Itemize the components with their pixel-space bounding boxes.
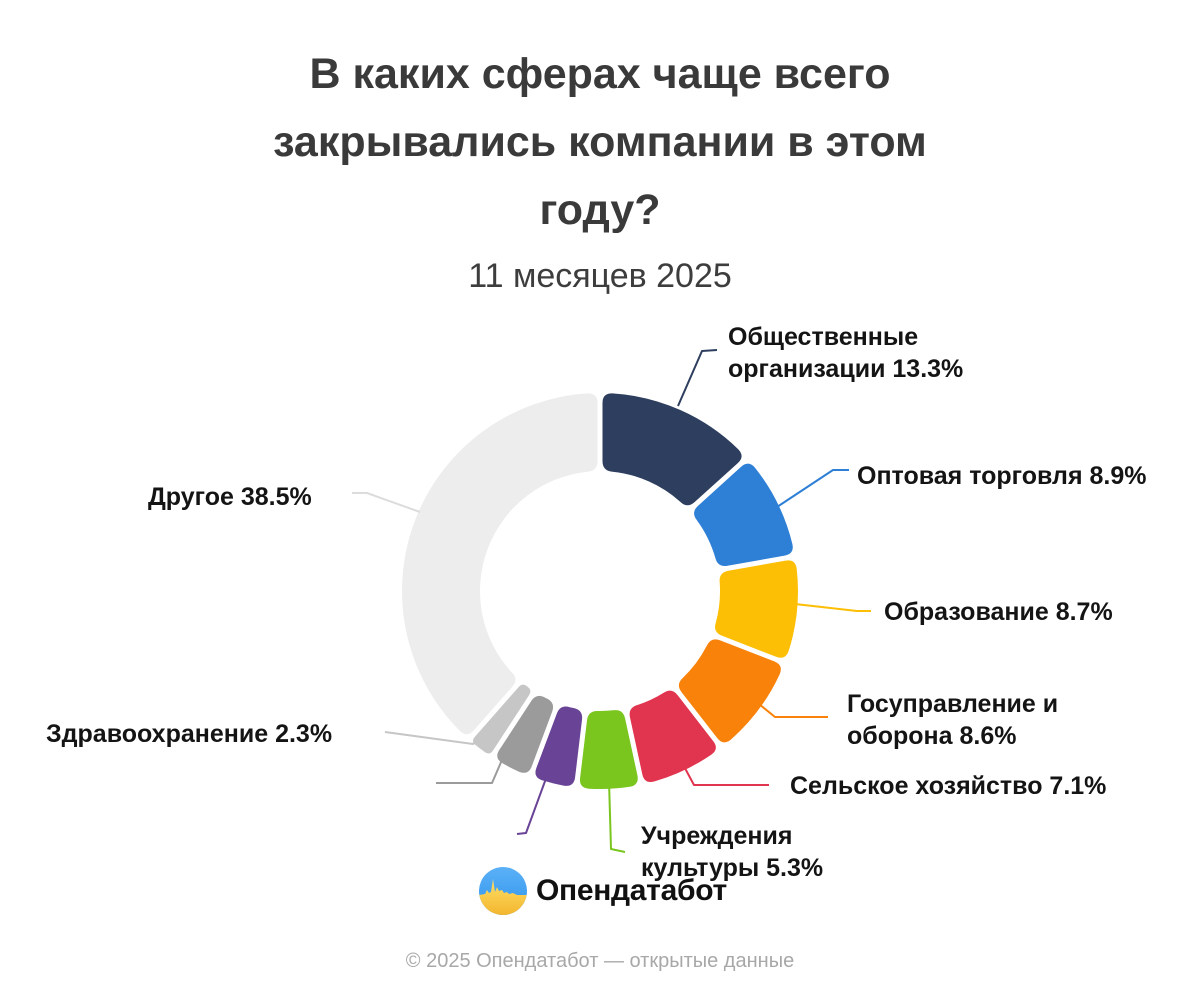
slice-label-line: оборона 8.6%	[847, 722, 1017, 750]
slice-label-other: Другое 38.5%	[148, 483, 312, 511]
slice-label-line: Общественные	[728, 323, 919, 351]
copyright-footer: © 2025 Опендатабот — открытые данные	[405, 950, 795, 972]
donut-slice-2	[715, 560, 798, 658]
donut-slice-5	[579, 710, 638, 790]
donut-slice-9	[402, 393, 598, 735]
leader-line-6	[516, 772, 549, 835]
slice-label-line: Госуправление и	[847, 690, 1059, 718]
leader-line-4	[678, 756, 769, 786]
donut-slice-7	[497, 695, 554, 773]
slice-label-line: организации 13.3%	[728, 355, 964, 383]
opendatabot-wordmark: Опендатабот	[536, 874, 727, 907]
slice-label-wholesale-trade: Оптовая торговля 8.9%	[857, 462, 1147, 490]
page-title-text: В каких сферах чаще всего закрывались ко…	[273, 50, 927, 234]
leader-line-1	[776, 469, 849, 508]
leader-line-7	[436, 752, 506, 784]
page-title: В каких сферах чаще всего закрывались ко…	[0, 40, 1200, 244]
slice-label-line: Учреждения	[641, 822, 793, 850]
slice-label-education: Образование 8.7%	[884, 598, 1113, 626]
slice-label-culture-institutions: Учреждения культуры 5.3%	[641, 820, 823, 884]
leader-line-2	[794, 603, 871, 612]
opendatabot-icon	[479, 867, 527, 915]
slice-label-agriculture: Сельское хозяйство 7.1%	[790, 772, 1107, 800]
leader-line-3	[758, 703, 828, 718]
opendatabot-logo: Опендатабот	[479, 867, 727, 915]
slice-label-line: культуры 5.3%	[641, 854, 824, 882]
leader-line-9	[352, 492, 421, 513]
slice-label-healthcare: Здравоохранение 2.3%	[46, 720, 333, 748]
leader-line-8	[384, 731, 483, 745]
donut-slice-6	[535, 706, 583, 786]
donut-slice-3	[678, 639, 781, 743]
donut-slice-0	[602, 393, 742, 506]
page-subtitle: 11 месяцев 2025	[468, 257, 732, 295]
donut-slice-1	[694, 463, 793, 567]
slice-label-public-organizations: Общественные организации 13.3%	[728, 321, 963, 385]
leader-line-0	[677, 349, 718, 407]
donut-slice-8	[473, 684, 531, 754]
slice-label-government-defense: Госуправление и оборона 8.6%	[847, 688, 1058, 752]
leader-line-5	[608, 780, 626, 853]
donut-slice-4	[629, 690, 716, 783]
